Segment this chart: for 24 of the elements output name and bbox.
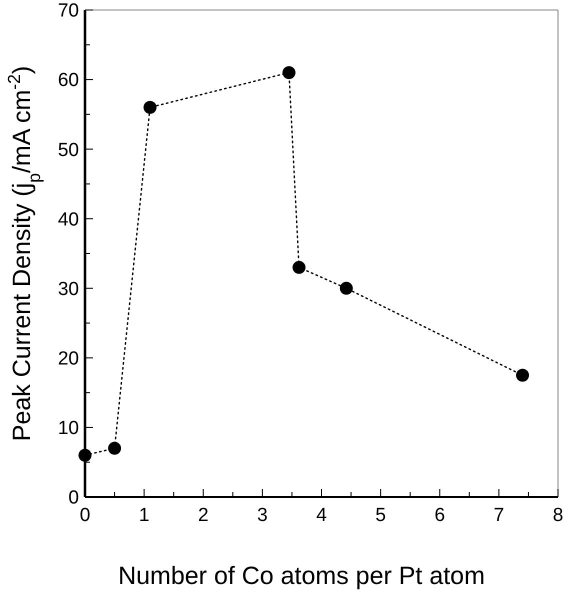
x-tick-label: 5 [375, 505, 386, 526]
y-tick-label: 60 [58, 70, 79, 92]
x-tick-label: 1 [138, 505, 150, 526]
y-tick-label: 50 [58, 140, 79, 161]
x-tick-label: 3 [257, 505, 268, 526]
y-tick-label: 20 [58, 348, 79, 370]
y-tick-label: 40 [58, 209, 79, 230]
point [516, 368, 530, 382]
x-tick-label: 8 [552, 505, 564, 526]
point [292, 260, 306, 274]
x-tick-label: 4 [316, 505, 328, 526]
x-tick-label: 7 [494, 505, 504, 526]
point [78, 448, 92, 462]
y-tick-label: 10 [58, 418, 79, 440]
point [340, 282, 353, 295]
y-tick-label: 70 [58, 0, 79, 22]
point [108, 442, 122, 455]
x-tick-label: 6 [434, 505, 446, 526]
x-tick-label: 2 [198, 505, 209, 526]
y-tick-label: 30 [58, 278, 79, 300]
y-tick-label: 0 [68, 488, 79, 509]
x-axis-title: Number of Co atoms per Pt atom [118, 562, 485, 590]
point [144, 100, 157, 114]
point [282, 66, 296, 80]
